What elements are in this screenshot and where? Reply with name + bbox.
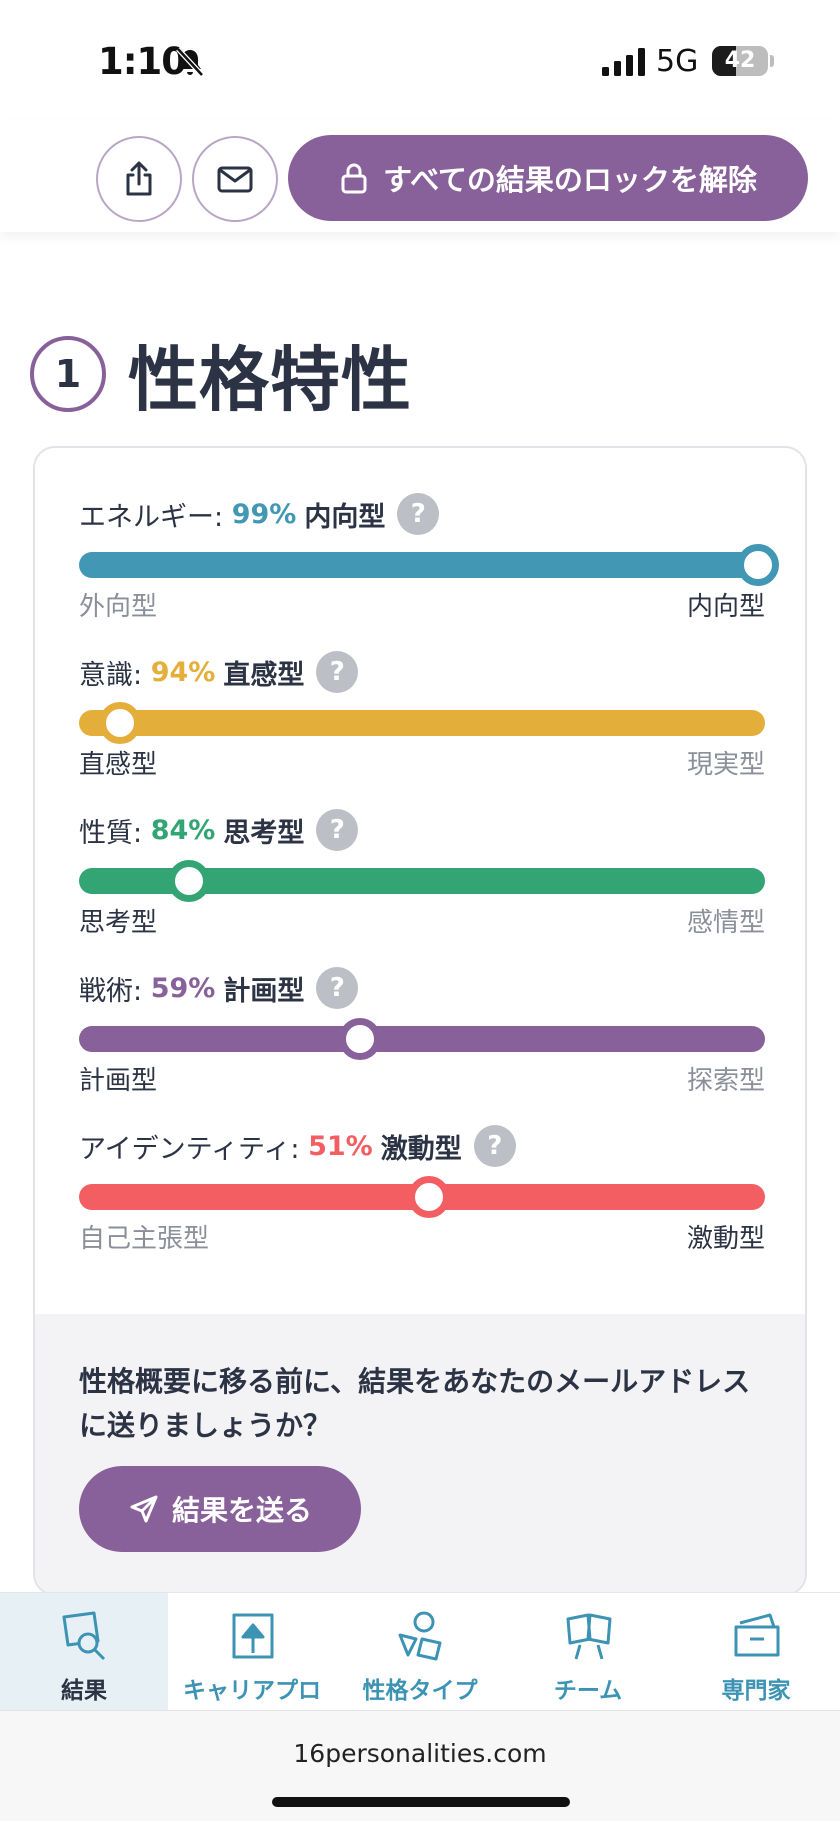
help-icon[interactable]: ?: [316, 809, 359, 851]
bottom-tab-bar: 結果 キャリアプロ 性格タイプ チーム 専門家: [0, 1592, 840, 1711]
section-number: 1: [30, 336, 106, 412]
trait-type: 激動型: [380, 1133, 462, 1165]
trait-slider-track: [79, 860, 765, 902]
trait-percent: 99%: [231, 498, 297, 530]
unlock-label: すべての結果のロックを解除: [383, 163, 757, 197]
trait-left-pole: 自己主張型: [79, 1224, 210, 1254]
trait-percent: 51%: [308, 1130, 373, 1162]
email-prompt-text: 性格概要に移る前に、結果をあなたのメールアドレスに送りましょうか？: [79, 1365, 751, 1442]
expert-folder-icon: [734, 1613, 780, 1657]
trait-type: 計画型: [223, 975, 305, 1007]
trait-row: 性質: 84% 思考型? 思考型 感情型: [79, 806, 767, 938]
email-results-prompt: 性格概要に移る前に、結果をあなたのメールアドレスに送りましょうか？ 結果を送る: [35, 1314, 805, 1594]
team-people-icon: [566, 1613, 612, 1660]
career-arrow-icon: [232, 1613, 274, 1659]
trait-right-pole: 探索型: [686, 1066, 765, 1096]
personality-traits-card: エネルギー: 99% 内向型? 外向型 内向型 意識: 94% 直感型? 直感型 現実型 性質:…: [33, 446, 807, 1596]
results-search-icon: [62, 1611, 106, 1661]
trait-slider-knob: [407, 1176, 450, 1218]
section-title: 性格特性: [128, 338, 412, 421]
trait-heading: エネルギー: 99% 内向型?: [79, 490, 440, 538]
help-icon[interactable]: ?: [316, 651, 359, 693]
trait-name: 性質:: [79, 817, 151, 849]
tab-career-pro[interactable]: キャリアプロ: [168, 1593, 336, 1711]
trait-left-pole: 直感型: [79, 750, 158, 780]
tab-results[interactable]: 結果: [0, 1593, 168, 1711]
trait-left-pole: 外向型: [79, 592, 158, 622]
trait-poles: 思考型 感情型: [79, 902, 765, 938]
trait-row: 意識: 94% 直感型? 直感型 現実型: [79, 648, 767, 780]
trait-name: 意識:: [79, 659, 151, 691]
signal-icon: [602, 48, 645, 76]
unlock-all-results-button[interactable]: すべての結果のロックを解除: [288, 135, 808, 221]
status-time: 1:10: [98, 40, 187, 83]
trait-name: アイデンティティ:: [79, 1133, 309, 1165]
personality-shapes-icon: [398, 1611, 442, 1661]
trait-slider-knob: [167, 860, 210, 902]
trait-slider-knob: [99, 702, 142, 744]
trait-heading: 意識: 94% 直感型?: [79, 648, 359, 696]
trait-type: 直感型: [223, 659, 305, 691]
tab-label: 専門家: [721, 1678, 791, 1704]
trait-slider-knob: [339, 1018, 382, 1060]
share-icon: [126, 161, 152, 196]
share-button[interactable]: [96, 136, 182, 222]
trait-slider-knob: [737, 544, 780, 586]
trait-poles: 計画型 探索型: [79, 1060, 765, 1096]
tab-label: チーム: [553, 1678, 623, 1704]
trait-slider-track: [79, 544, 780, 586]
trait-percent: 84%: [150, 814, 216, 846]
home-indicator[interactable]: [272, 1797, 570, 1807]
mail-icon: [217, 166, 253, 193]
tab-label: 性格タイプ: [362, 1678, 478, 1704]
trait-row: アイデンティティ: 51% 激動型? 自己主張型 激動型: [79, 1122, 767, 1254]
trait-heading: アイデンティティ: 51% 激動型?: [79, 1122, 516, 1170]
send-results-button[interactable]: 結果を送る: [79, 1466, 361, 1552]
battery-nub: [770, 55, 774, 67]
trait-poles: 外向型 内向型: [79, 586, 765, 622]
battery-percent: 42: [724, 48, 756, 73]
browser-url-bar[interactable]: 16personalities.com: [0, 1710, 840, 1821]
tab-personality-types[interactable]: 性格タイプ: [336, 1593, 504, 1711]
trait-poles: 直感型 現実型: [79, 744, 765, 780]
trait-slider-track: [79, 702, 765, 744]
help-icon[interactable]: ?: [316, 967, 359, 1009]
trait-poles: 自己主張型 激動型: [79, 1218, 765, 1254]
trait-percent: 59%: [150, 972, 216, 1004]
lock-icon: [341, 163, 367, 194]
trait-type: 思考型: [223, 817, 305, 849]
trait-name: エネルギー:: [79, 501, 232, 533]
trait-right-pole: 現実型: [686, 750, 765, 780]
trait-row: 戦術: 59% 計画型? 計画型 探索型: [79, 964, 767, 1096]
trait-row: エネルギー: 99% 内向型? 外向型 内向型: [79, 490, 780, 622]
trait-type: 内向型: [304, 501, 386, 533]
tab-team[interactable]: チーム: [504, 1593, 672, 1711]
trait-slider-track: [79, 1018, 765, 1060]
section-heading: 1 性格特性: [30, 324, 412, 424]
trait-right-pole: 感情型: [686, 908, 765, 938]
network-type: 5G: [656, 44, 699, 79]
tab-label: キャリアプロ: [183, 1678, 321, 1704]
trait-heading: 性質: 84% 思考型?: [79, 806, 359, 854]
help-icon[interactable]: ?: [473, 1125, 516, 1167]
trait-name: 戦術:: [79, 975, 151, 1007]
email-button[interactable]: [192, 136, 278, 222]
trait-right-pole: 激動型: [686, 1224, 765, 1254]
trait-right-pole: 内向型: [686, 592, 765, 622]
status-bar: 1:10 5G 42: [0, 0, 840, 120]
bell-muted-icon: [176, 47, 204, 77]
trait-left-pole: 計画型: [79, 1066, 158, 1096]
action-header: すべての結果のロックを解除: [0, 120, 840, 232]
tab-experts[interactable]: 専門家: [672, 1593, 840, 1711]
trait-slider-track: [79, 1176, 765, 1218]
url-text: 16personalities.com: [293, 1739, 547, 1768]
help-icon[interactable]: ?: [397, 493, 440, 535]
trait-percent: 94%: [150, 656, 216, 688]
trait-left-pole: 思考型: [79, 908, 158, 938]
send-results-label: 結果を送る: [171, 1494, 312, 1527]
trait-heading: 戦術: 59% 計画型?: [79, 964, 359, 1012]
battery-icon: 42: [712, 46, 768, 76]
send-plane-icon: [130, 1495, 158, 1523]
tab-label: 結果: [61, 1678, 107, 1704]
